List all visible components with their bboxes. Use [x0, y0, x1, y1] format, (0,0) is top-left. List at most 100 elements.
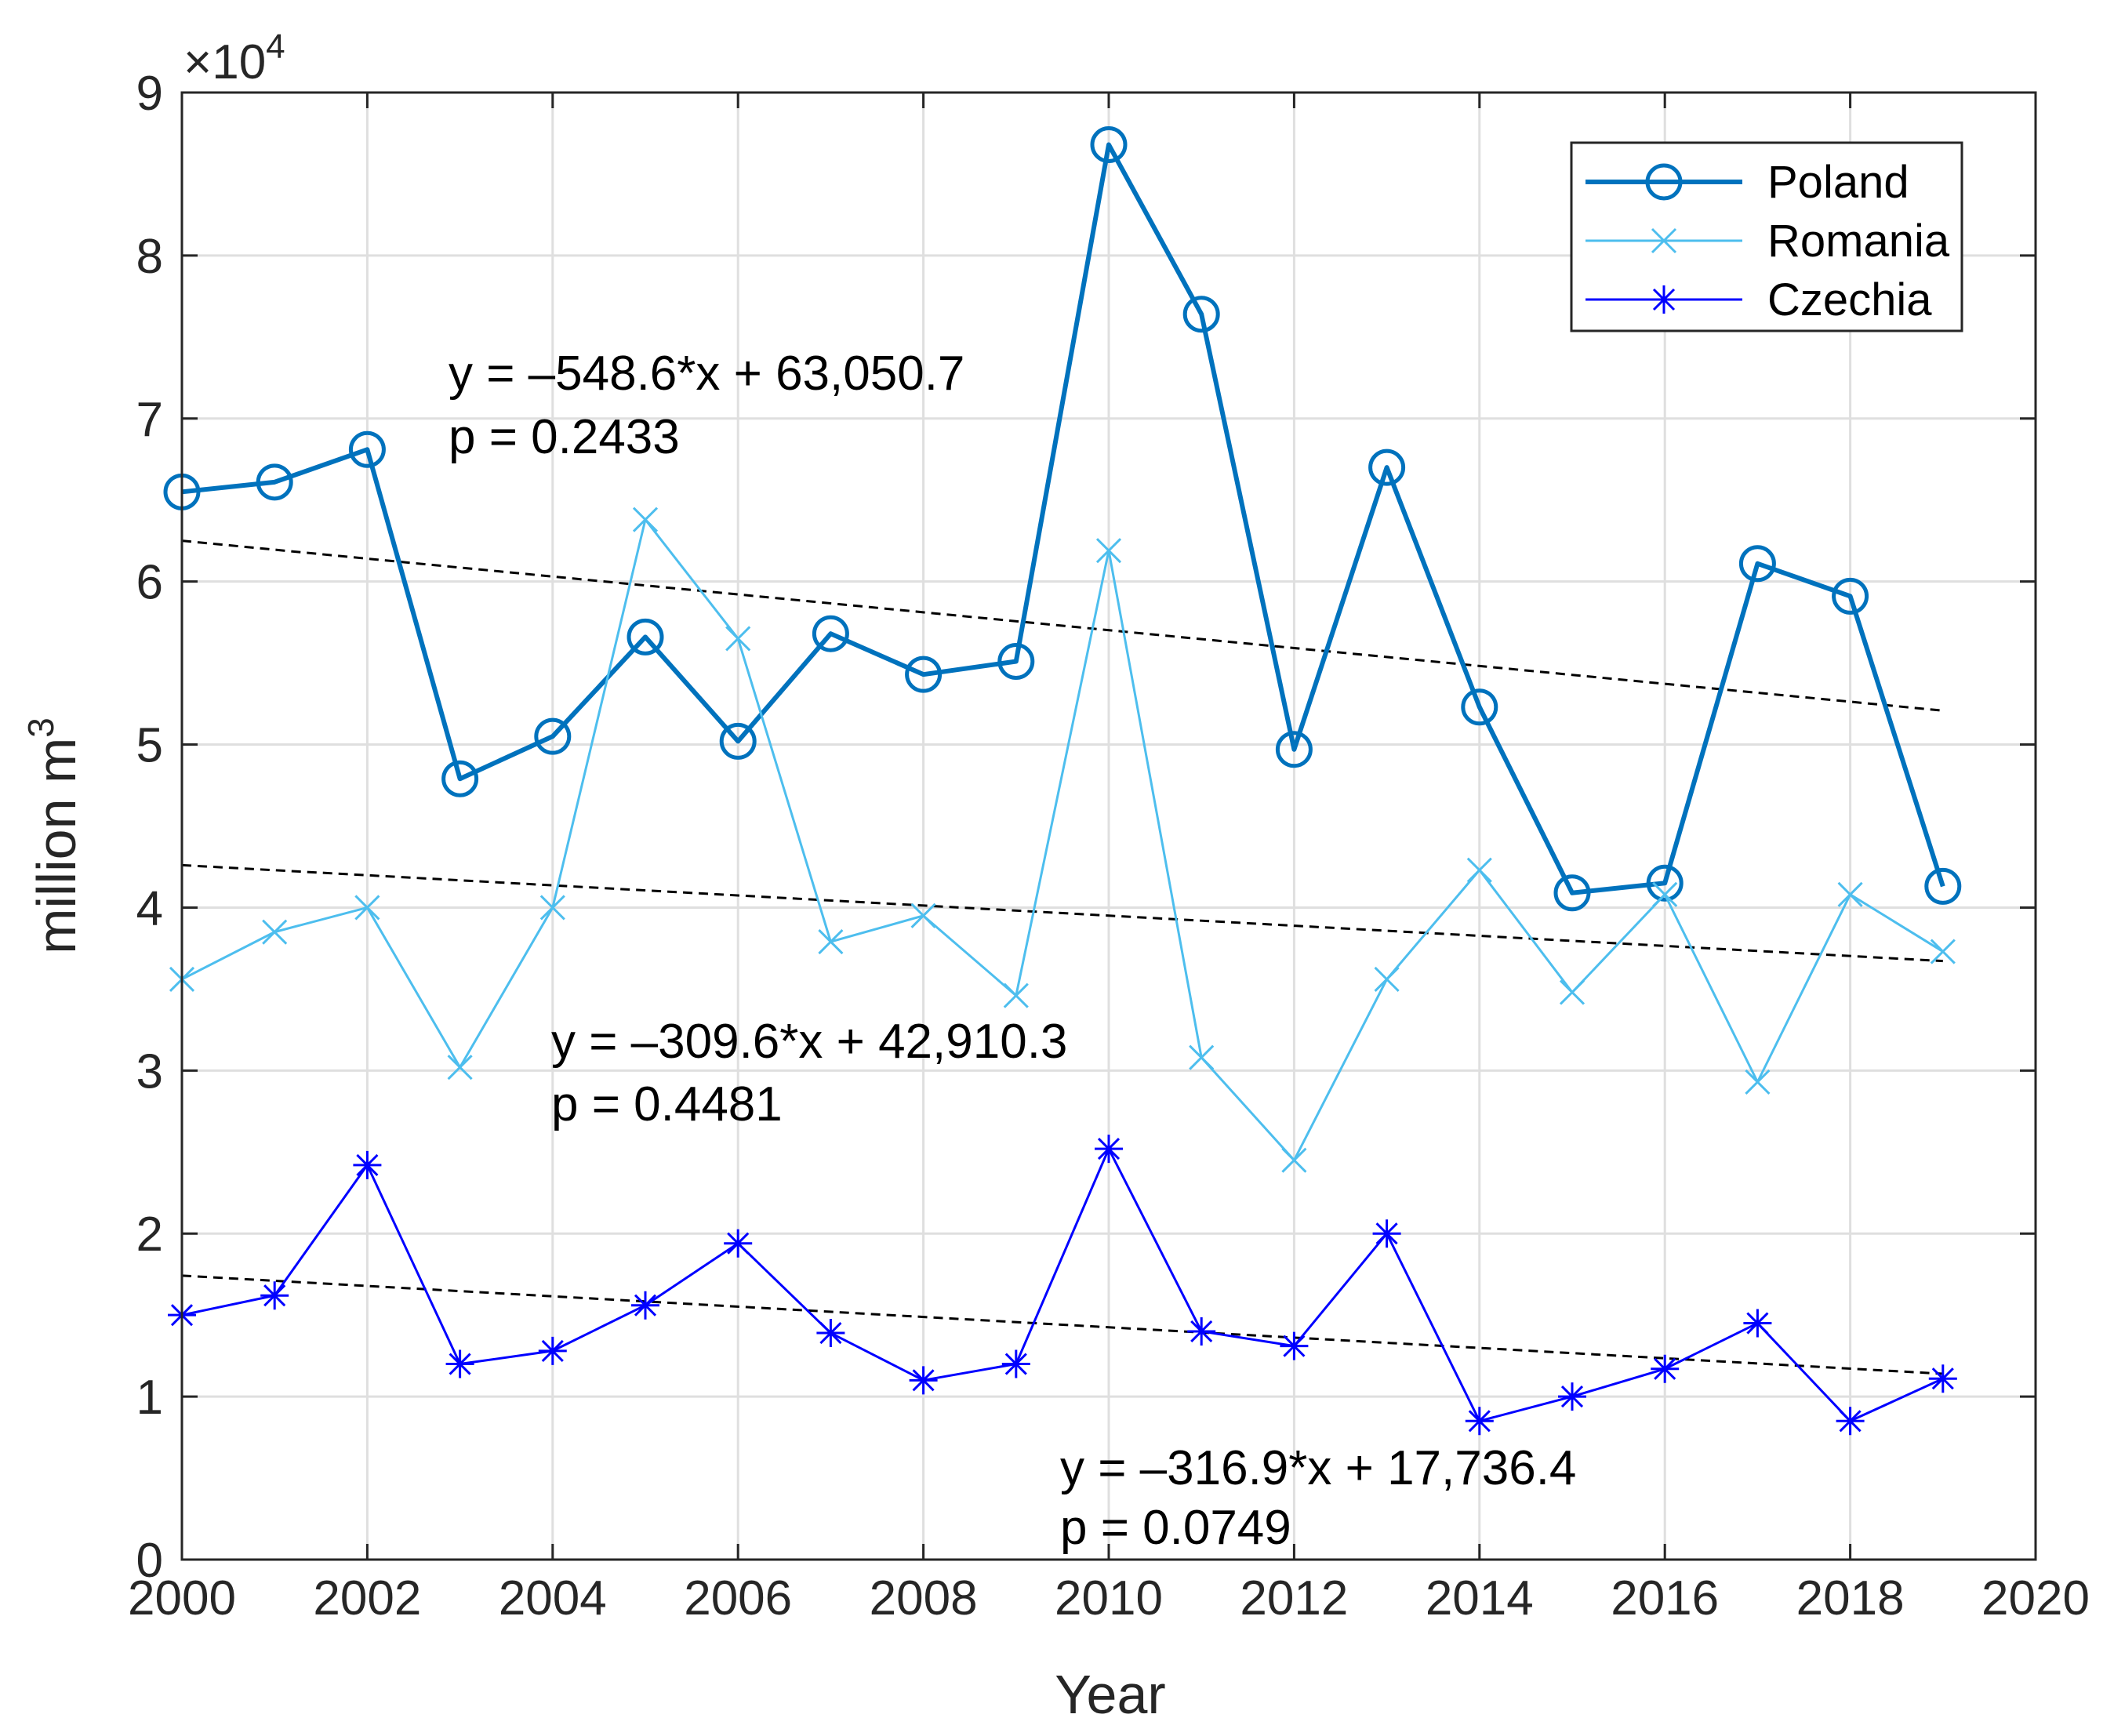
data-point-poland	[1924, 867, 1962, 905]
data-point-romania	[1745, 1069, 1771, 1095]
x-tick-label: 2010	[1055, 1571, 1163, 1625]
legend-label-czechia: Czechia	[1767, 274, 1932, 325]
data-point-poland	[348, 430, 386, 468]
y-axis-label: million m3	[20, 717, 87, 954]
data-point-romania	[447, 1055, 473, 1080]
data-point-poland	[1461, 688, 1498, 726]
data-point-romania	[1281, 1147, 1307, 1173]
legend: Poland Romania Czechia	[1570, 141, 1963, 332]
data-point-czechia	[538, 1336, 567, 1365]
legend-item-romania: Romania	[1586, 216, 1950, 267]
y-tick-label: 0	[136, 1534, 163, 1588]
y-tick-label: 6	[136, 556, 163, 610]
x-tick-label: 2012	[1240, 1571, 1348, 1625]
data-point-poland	[1090, 126, 1128, 164]
data-point-poland	[534, 717, 572, 755]
data-point-romania	[1189, 1044, 1215, 1070]
x-tick-label: 2020	[1981, 1571, 2090, 1625]
x-tick-label: 2008	[870, 1571, 978, 1625]
series-line-czechia	[181, 1147, 1944, 1422]
data-point-czechia	[1928, 1364, 1957, 1393]
data-point-czechia	[1558, 1382, 1586, 1411]
data-point-romania	[539, 895, 565, 921]
data-point-romania	[1095, 538, 1122, 564]
x-tick-label: 2018	[1796, 1571, 1905, 1625]
legend-asterisk-marker-icon	[1650, 285, 1678, 314]
data-point-poland	[812, 615, 849, 652]
data-point-romania	[818, 929, 844, 955]
data-point-romania	[1374, 966, 1400, 992]
series-romania	[169, 507, 1956, 1173]
legend-x-marker-icon	[1651, 227, 1677, 254]
x-tick-label: 2016	[1611, 1571, 1719, 1625]
data-point-romania	[1466, 857, 1492, 883]
y-tick-label: 5	[136, 719, 163, 773]
data-point-czechia	[445, 1349, 474, 1378]
data-point-romania	[1003, 982, 1029, 1008]
data-point-czechia	[1743, 1309, 1772, 1338]
y-tick-label: 8	[136, 230, 163, 284]
x-tick-label: 2006	[684, 1571, 792, 1625]
data-point-czechia	[260, 1281, 289, 1310]
data-point-czechia	[1001, 1349, 1030, 1378]
multiplier-base: ×10	[183, 35, 266, 89]
trend-annotations: y = –548.6*x + 63,050.7 p = 0.2433 y = –…	[449, 347, 1576, 1555]
trendlines	[181, 539, 1943, 1375]
data-point-poland	[719, 722, 757, 760]
data-point-czechia	[1651, 1354, 1680, 1383]
data-point-poland	[1832, 577, 1869, 615]
legend-label-romania: Romania	[1767, 216, 1950, 267]
data-point-poland	[997, 643, 1035, 681]
data-point-czechia	[1836, 1407, 1865, 1436]
x-axis-label: Year	[1055, 1664, 1165, 1725]
data-point-romania	[1559, 979, 1586, 1005]
romania-trend-p-value: p = 0.4481	[551, 1077, 783, 1131]
data-point-czechia	[1372, 1219, 1401, 1248]
data-point-poland	[1646, 864, 1684, 902]
y-tick-label: 3	[136, 1044, 163, 1099]
y-tick-label: 4	[136, 881, 163, 935]
data-point-romania	[262, 919, 288, 945]
x-tick-label: 2004	[499, 1571, 607, 1625]
data-point-poland	[1738, 545, 1776, 583]
czechia-trend-equation: y = –316.9*x + 17,736.4	[1060, 1441, 1576, 1495]
y-axis-multiplier: ×104	[183, 27, 285, 89]
y-axis-label-superscript: 3	[20, 717, 61, 738]
data-point-czechia	[353, 1150, 382, 1179]
romania-trend-equation: y = –309.6*x + 42,910.3	[551, 1015, 1067, 1069]
series-poland	[163, 126, 1962, 912]
data-point-romania	[1837, 881, 1863, 907]
data-point-romania	[910, 903, 936, 928]
poland-trend-equation: y = –548.6*x + 63,050.7	[449, 347, 964, 401]
axis-ticks: 2000 2002 2004 2006 2008 2010 2012 2014 2016 2018…	[128, 67, 2090, 1625]
data-point-poland	[1368, 449, 1406, 486]
data-point-czechia	[1465, 1407, 1494, 1436]
poland-trend-p-value: p = 0.2433	[449, 410, 680, 464]
x-tick-label: 2000	[128, 1571, 236, 1625]
data-point-romania	[354, 895, 380, 921]
y-tick-label: 1	[136, 1371, 163, 1425]
data-point-czechia	[1095, 1135, 1123, 1164]
trendline-poland	[181, 539, 1943, 712]
series-czechia	[168, 1135, 1957, 1436]
y-tick-label: 7	[136, 393, 163, 447]
series-line-romania	[181, 518, 1944, 1162]
data-point-poland	[441, 760, 479, 797]
legend-circle-marker-icon	[1645, 163, 1683, 201]
data-point-poland	[256, 463, 293, 501]
data-point-romania	[1652, 881, 1678, 907]
y-tick-label: 2	[136, 1208, 163, 1262]
legend-item-poland: Poland	[1586, 157, 1909, 208]
data-point-poland	[1553, 874, 1591, 912]
legend-label-poland: Poland	[1767, 157, 1909, 208]
data-point-poland	[1275, 731, 1313, 768]
data-point-czechia	[816, 1319, 845, 1348]
data-point-czechia	[909, 1366, 938, 1395]
data-point-czechia	[631, 1291, 659, 1320]
series-group	[163, 126, 1962, 1436]
x-tick-label: 2014	[1426, 1571, 1534, 1625]
data-point-czechia	[724, 1229, 753, 1258]
svg-text:×104: ×104	[183, 27, 285, 89]
multiplier-exponent: 4	[266, 27, 285, 66]
